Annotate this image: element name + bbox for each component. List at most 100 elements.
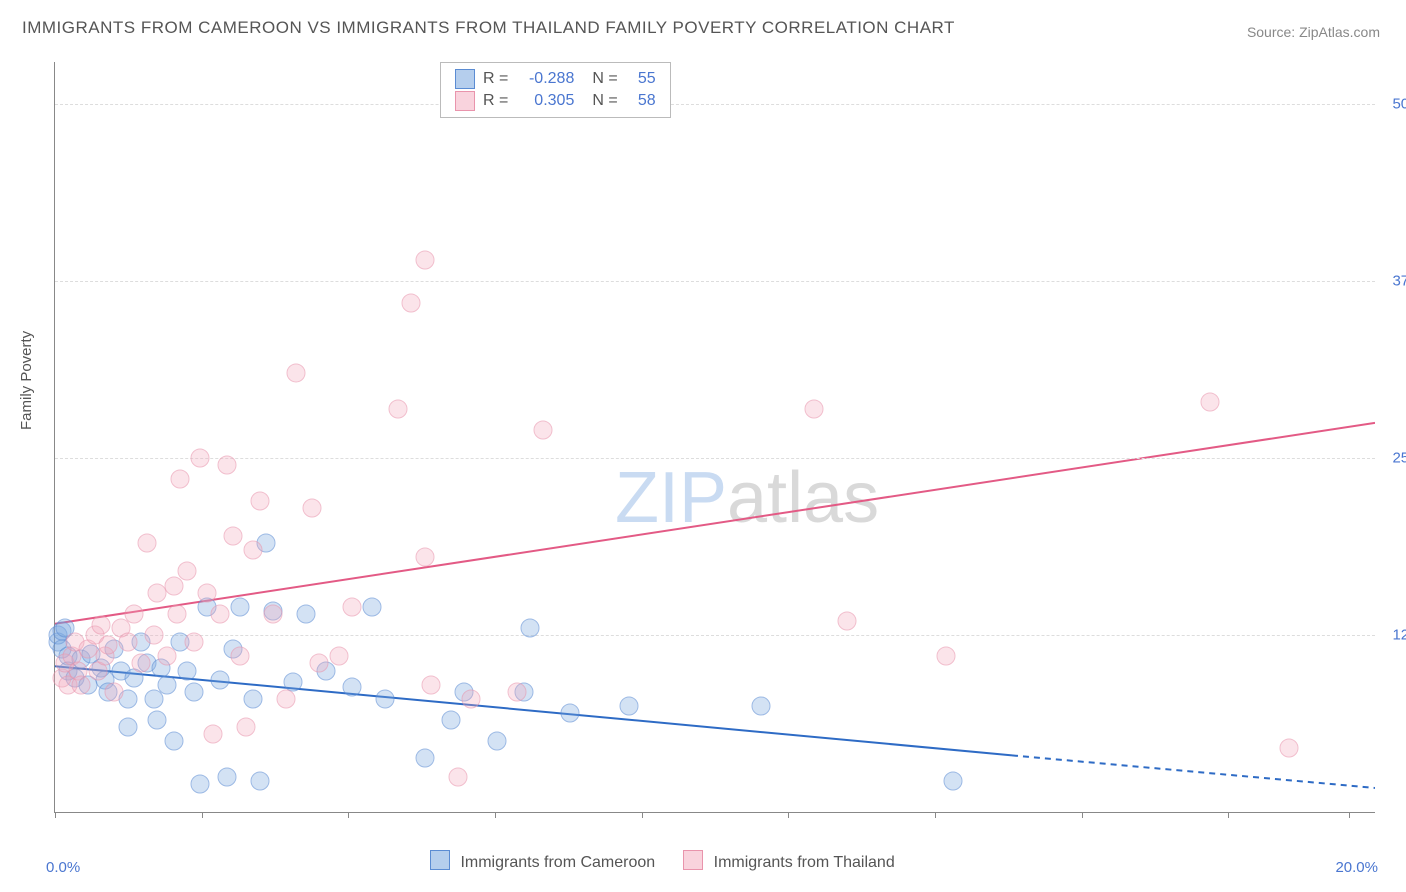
data-point-thailand	[158, 647, 177, 666]
data-point-cameroon	[244, 689, 263, 708]
x-tick	[202, 812, 203, 818]
data-point-thailand	[415, 548, 434, 567]
data-point-thailand	[805, 399, 824, 418]
legend-label-thailand: Immigrants from Thailand	[714, 854, 895, 871]
chart-title: IMMIGRANTS FROM CAMEROON VS IMMIGRANTS F…	[22, 18, 955, 38]
x-tick	[935, 812, 936, 818]
x-tick	[1228, 812, 1229, 818]
data-point-thailand	[125, 604, 144, 623]
x-tick	[495, 812, 496, 818]
series-legend: Immigrants from Cameroon Immigrants from…	[430, 850, 895, 872]
grid-line	[55, 635, 1375, 636]
grid-line	[55, 458, 1375, 459]
data-point-thailand	[145, 626, 164, 645]
grid-line	[55, 281, 1375, 282]
data-point-cameroon	[620, 696, 639, 715]
r-value-thailand: 0.305	[516, 92, 574, 110]
source-attribution: Source: ZipAtlas.com	[1247, 24, 1380, 40]
data-point-thailand	[448, 767, 467, 786]
data-point-thailand	[237, 718, 256, 737]
data-point-thailand	[402, 293, 421, 312]
y-tick-label: 37.5%	[1381, 273, 1406, 290]
x-tick	[1082, 812, 1083, 818]
data-point-thailand	[178, 562, 197, 581]
swatch-cameroon-icon	[430, 850, 450, 870]
data-point-thailand	[92, 616, 111, 635]
swatch-thailand-icon	[683, 850, 703, 870]
legend-item-thailand: Immigrants from Thailand	[683, 850, 895, 872]
data-point-thailand	[72, 675, 91, 694]
legend-row-cameroon: R = -0.288 N = 55	[455, 68, 656, 90]
x-tick	[642, 812, 643, 818]
n-label: N =	[592, 92, 617, 110]
data-point-thailand	[838, 611, 857, 630]
data-point-thailand	[171, 470, 190, 489]
data-point-thailand	[286, 364, 305, 383]
trend-line	[55, 423, 1375, 624]
trend-line	[55, 666, 1012, 755]
data-point-cameroon	[415, 749, 434, 768]
source-prefix: Source:	[1247, 24, 1299, 40]
x-tick	[788, 812, 789, 818]
data-point-cameroon	[191, 774, 210, 793]
data-point-cameroon	[118, 718, 137, 737]
data-point-cameroon	[752, 696, 771, 715]
data-point-cameroon	[296, 604, 315, 623]
data-point-thailand	[224, 527, 243, 546]
data-point-cameroon	[178, 661, 197, 680]
data-point-cameroon	[442, 711, 461, 730]
data-point-cameroon	[362, 597, 381, 616]
data-point-cameroon	[184, 682, 203, 701]
data-point-thailand	[329, 647, 348, 666]
r-label: R =	[483, 92, 508, 110]
legend-item-cameroon: Immigrants from Cameroon	[430, 850, 655, 872]
data-point-thailand	[277, 689, 296, 708]
data-point-thailand	[343, 597, 362, 616]
grid-line	[55, 104, 1375, 105]
data-point-thailand	[461, 689, 480, 708]
data-point-cameroon	[250, 771, 269, 790]
swatch-cameroon-icon	[455, 69, 475, 89]
data-point-thailand	[244, 541, 263, 560]
data-point-cameroon	[560, 703, 579, 722]
n-value-cameroon: 55	[626, 70, 656, 88]
data-point-thailand	[415, 251, 434, 270]
data-point-thailand	[105, 682, 124, 701]
trend-line	[1012, 755, 1375, 788]
data-point-cameroon	[230, 597, 249, 616]
r-label: R =	[483, 70, 508, 88]
y-axis-label: Family Poverty	[18, 331, 35, 430]
r-value-cameroon: -0.288	[516, 70, 574, 88]
data-point-thailand	[211, 604, 230, 623]
data-point-cameroon	[217, 767, 236, 786]
data-point-cameroon	[158, 675, 177, 694]
data-point-cameroon	[943, 771, 962, 790]
data-point-thailand	[422, 675, 441, 694]
x-tick	[348, 812, 349, 818]
data-point-thailand	[1201, 392, 1220, 411]
n-value-thailand: 58	[626, 92, 656, 110]
data-point-cameroon	[521, 619, 540, 638]
data-point-thailand	[508, 682, 527, 701]
data-point-cameroon	[343, 678, 362, 697]
x-tick	[55, 812, 56, 818]
legend-row-thailand: R = 0.305 N = 58	[455, 90, 656, 112]
data-point-thailand	[118, 633, 137, 652]
data-point-thailand	[937, 647, 956, 666]
plot-area: ZIPatlas 12.5%25.0%37.5%50.0%	[54, 62, 1375, 813]
data-point-thailand	[204, 725, 223, 744]
data-point-thailand	[310, 654, 329, 673]
n-label: N =	[592, 70, 617, 88]
watermark: ZIPatlas	[615, 457, 879, 539]
source-link[interactable]: ZipAtlas.com	[1299, 24, 1380, 40]
swatch-thailand-icon	[455, 91, 475, 111]
data-point-cameroon	[148, 711, 167, 730]
data-point-thailand	[184, 633, 203, 652]
data-point-thailand	[389, 399, 408, 418]
y-tick-label: 50.0%	[1381, 96, 1406, 113]
x-tick	[1349, 812, 1350, 818]
x-tick-label-max: 20.0%	[1335, 859, 1378, 876]
data-point-cameroon	[211, 671, 230, 690]
correlation-legend: R = -0.288 N = 55 R = 0.305 N = 58	[440, 62, 671, 118]
data-point-thailand	[168, 604, 187, 623]
